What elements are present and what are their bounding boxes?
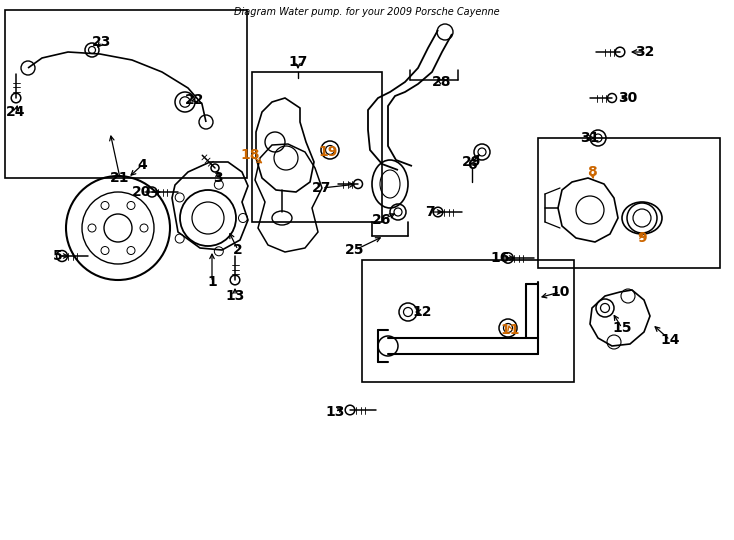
Text: 5: 5 xyxy=(53,249,63,263)
Text: 14: 14 xyxy=(661,333,680,347)
Text: 24: 24 xyxy=(7,105,26,119)
Text: 8: 8 xyxy=(587,165,597,179)
Text: 3: 3 xyxy=(213,171,223,185)
Text: 19: 19 xyxy=(319,145,338,159)
Text: 4: 4 xyxy=(137,158,147,172)
Text: 16: 16 xyxy=(490,251,509,265)
Text: 22: 22 xyxy=(185,93,205,107)
Bar xyxy=(538,138,720,268)
Text: 9: 9 xyxy=(637,231,647,245)
Text: 28: 28 xyxy=(432,75,451,89)
Text: 12: 12 xyxy=(413,305,432,319)
Text: 7: 7 xyxy=(425,205,435,219)
Text: 32: 32 xyxy=(636,45,655,59)
Text: 13: 13 xyxy=(225,289,244,303)
Text: Diagram Water pump. for your 2009 Porsche Cayenne: Diagram Water pump. for your 2009 Porsch… xyxy=(234,7,500,17)
Bar xyxy=(252,72,382,222)
Text: 26: 26 xyxy=(372,213,392,227)
Text: 31: 31 xyxy=(581,131,600,145)
Text: 2: 2 xyxy=(233,243,243,257)
Bar xyxy=(5,10,247,178)
Text: 29: 29 xyxy=(462,155,482,169)
Text: 17: 17 xyxy=(288,55,308,69)
Text: 30: 30 xyxy=(618,91,638,105)
Text: 13: 13 xyxy=(325,405,345,419)
Text: 10: 10 xyxy=(550,285,570,299)
Text: 21: 21 xyxy=(110,171,130,185)
Text: 18: 18 xyxy=(240,148,260,162)
Text: 1: 1 xyxy=(207,275,217,289)
Text: 23: 23 xyxy=(92,35,112,49)
Bar xyxy=(362,260,574,382)
Text: 11: 11 xyxy=(501,323,520,337)
Text: 15: 15 xyxy=(612,321,632,335)
Text: 20: 20 xyxy=(132,185,152,199)
Text: 25: 25 xyxy=(345,243,365,257)
Text: 6: 6 xyxy=(467,158,477,172)
Text: 27: 27 xyxy=(312,181,332,195)
